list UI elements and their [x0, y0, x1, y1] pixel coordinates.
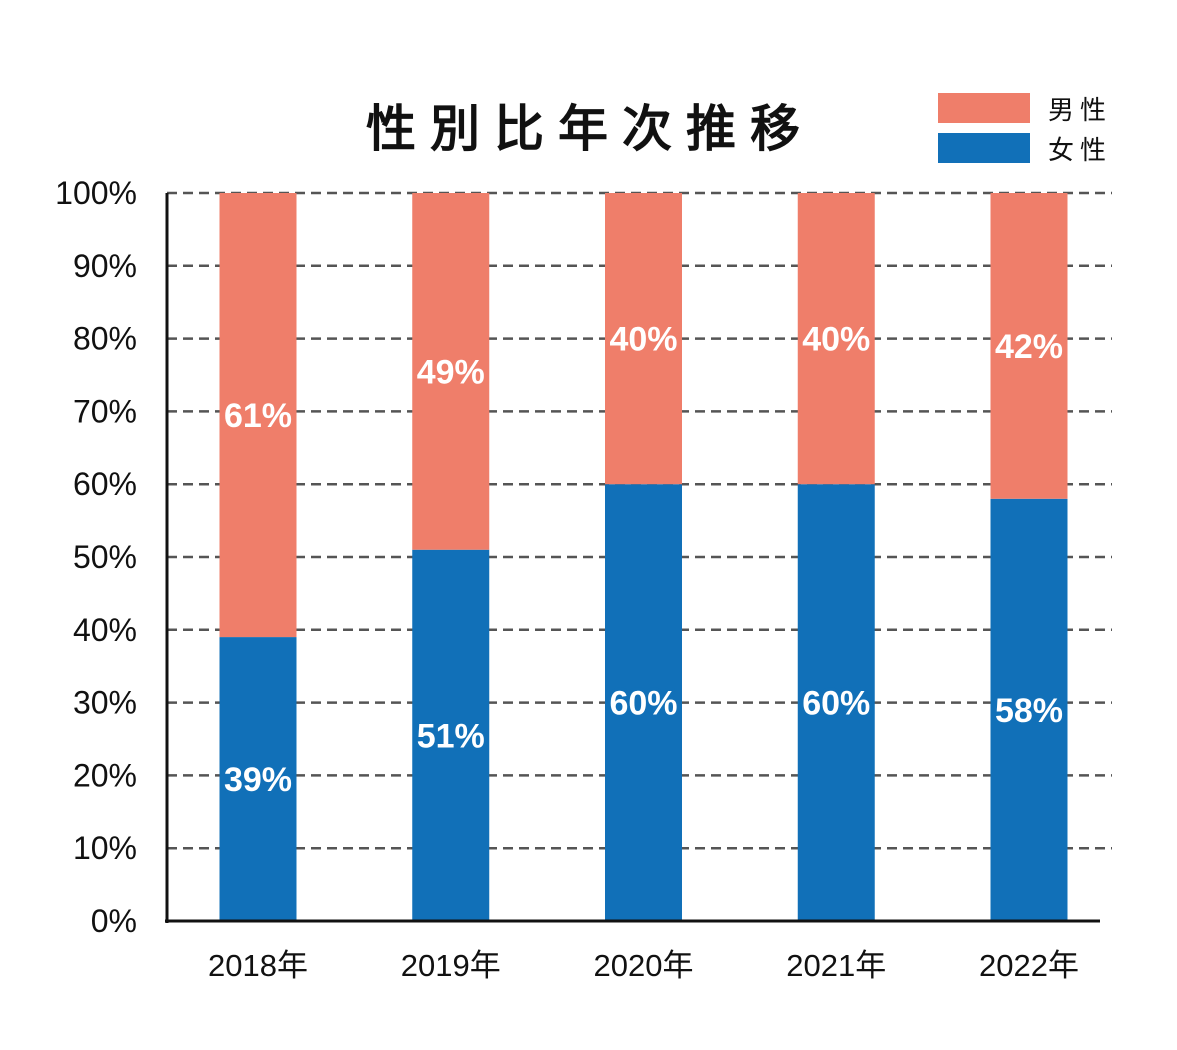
bar-segment — [219, 193, 297, 638]
chart-title: 性別比年次推移 — [366, 100, 814, 158]
data-label: 60% — [609, 685, 677, 723]
bar-segment — [990, 498, 1068, 921]
bars — [219, 193, 1068, 921]
y-axis-ticks: 0% 10% 20% 30% 40% 50% 60% 70% 80% 90% 100% — [55, 175, 137, 939]
y-tick-label: 30% — [73, 685, 137, 721]
bar-segment — [219, 637, 297, 921]
y-tick-label: 90% — [73, 248, 137, 284]
data-label: 51% — [417, 717, 485, 755]
data-label: 39% — [224, 761, 292, 799]
bar-segment — [412, 193, 490, 550]
legend-swatch — [938, 133, 1030, 163]
data-label: 40% — [802, 321, 870, 359]
axes — [165, 193, 1100, 923]
data-label: 40% — [609, 321, 677, 359]
data-label: 42% — [995, 328, 1063, 366]
y-tick-label: 40% — [73, 612, 137, 648]
x-tick-label: 2021年 — [786, 948, 886, 983]
data-label: 60% — [802, 685, 870, 723]
x-axis-ticks: 2018年 2019年 2020年 2021年 2022年 — [208, 948, 1079, 983]
bar-segment — [797, 193, 875, 485]
y-tick-label: 80% — [73, 321, 137, 357]
legend-label: 男性 — [1048, 96, 1112, 126]
legend-swatch — [938, 93, 1030, 123]
y-tick-label: 10% — [73, 830, 137, 866]
y-tick-label: 60% — [73, 466, 137, 502]
y-tick-label: 70% — [73, 393, 137, 429]
data-label: 61% — [224, 397, 292, 435]
y-tick-label: 20% — [73, 757, 137, 793]
y-tick-label: 50% — [73, 539, 137, 575]
x-tick-label: 2019年 — [401, 948, 501, 983]
bar-segment — [990, 193, 1068, 499]
bar-segment — [797, 484, 875, 921]
bar-segment — [605, 193, 682, 485]
bar-segment — [412, 549, 490, 921]
data-label: 58% — [995, 692, 1063, 730]
legend-label: 女性 — [1048, 136, 1112, 166]
y-tick-label: 0% — [91, 903, 137, 939]
x-tick-label: 2022年 — [979, 948, 1079, 983]
x-tick-label: 2020年 — [594, 948, 694, 983]
bar-segment — [605, 484, 682, 921]
y-tick-label: 100% — [55, 175, 137, 211]
data-label: 49% — [417, 353, 485, 391]
data-labels: 39% 61% 51% 49% 60% 40% 60% 40% 58% 42% — [220, 317, 1066, 802]
x-tick-label: 2018年 — [208, 948, 308, 983]
